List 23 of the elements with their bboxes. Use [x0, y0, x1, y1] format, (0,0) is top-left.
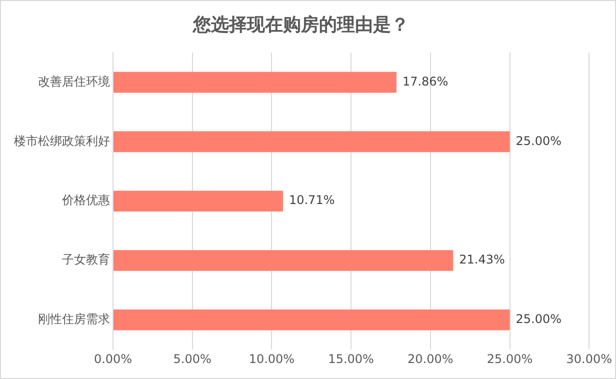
x-tick-label: 20.00% — [408, 352, 454, 366]
bar — [114, 190, 283, 212]
x-tick-label: 10.00% — [248, 352, 295, 366]
data-label: 25.00% — [516, 134, 562, 148]
data-label: 10.71% — [288, 193, 335, 208]
chart-title: 您选择现在购房的理由是？ — [192, 14, 409, 36]
y-tick-label: 子女教育 — [62, 252, 110, 267]
x-tick-label: 25.00% — [486, 352, 533, 366]
x-tick-label: 30.00% — [566, 352, 612, 366]
x-tick-label: 15.00% — [328, 352, 374, 366]
x-tick-label: 0.00% — [94, 352, 132, 366]
x-tick-label: 5.00% — [173, 352, 212, 366]
bar — [114, 131, 510, 152]
data-label: 25.00% — [516, 312, 562, 326]
y-tick-label: 刚性住房需求 — [38, 312, 110, 326]
y-tick-label: 楼市松绑政策利好 — [14, 134, 110, 148]
bar — [114, 72, 396, 93]
bar — [114, 250, 454, 271]
bar — [114, 310, 510, 330]
y-tick-label: 价格优惠 — [61, 193, 110, 208]
data-label: 21.43% — [459, 252, 505, 267]
data-label: 17.86% — [402, 74, 448, 88]
y-tick-label: 改善居住环境 — [38, 74, 110, 88]
